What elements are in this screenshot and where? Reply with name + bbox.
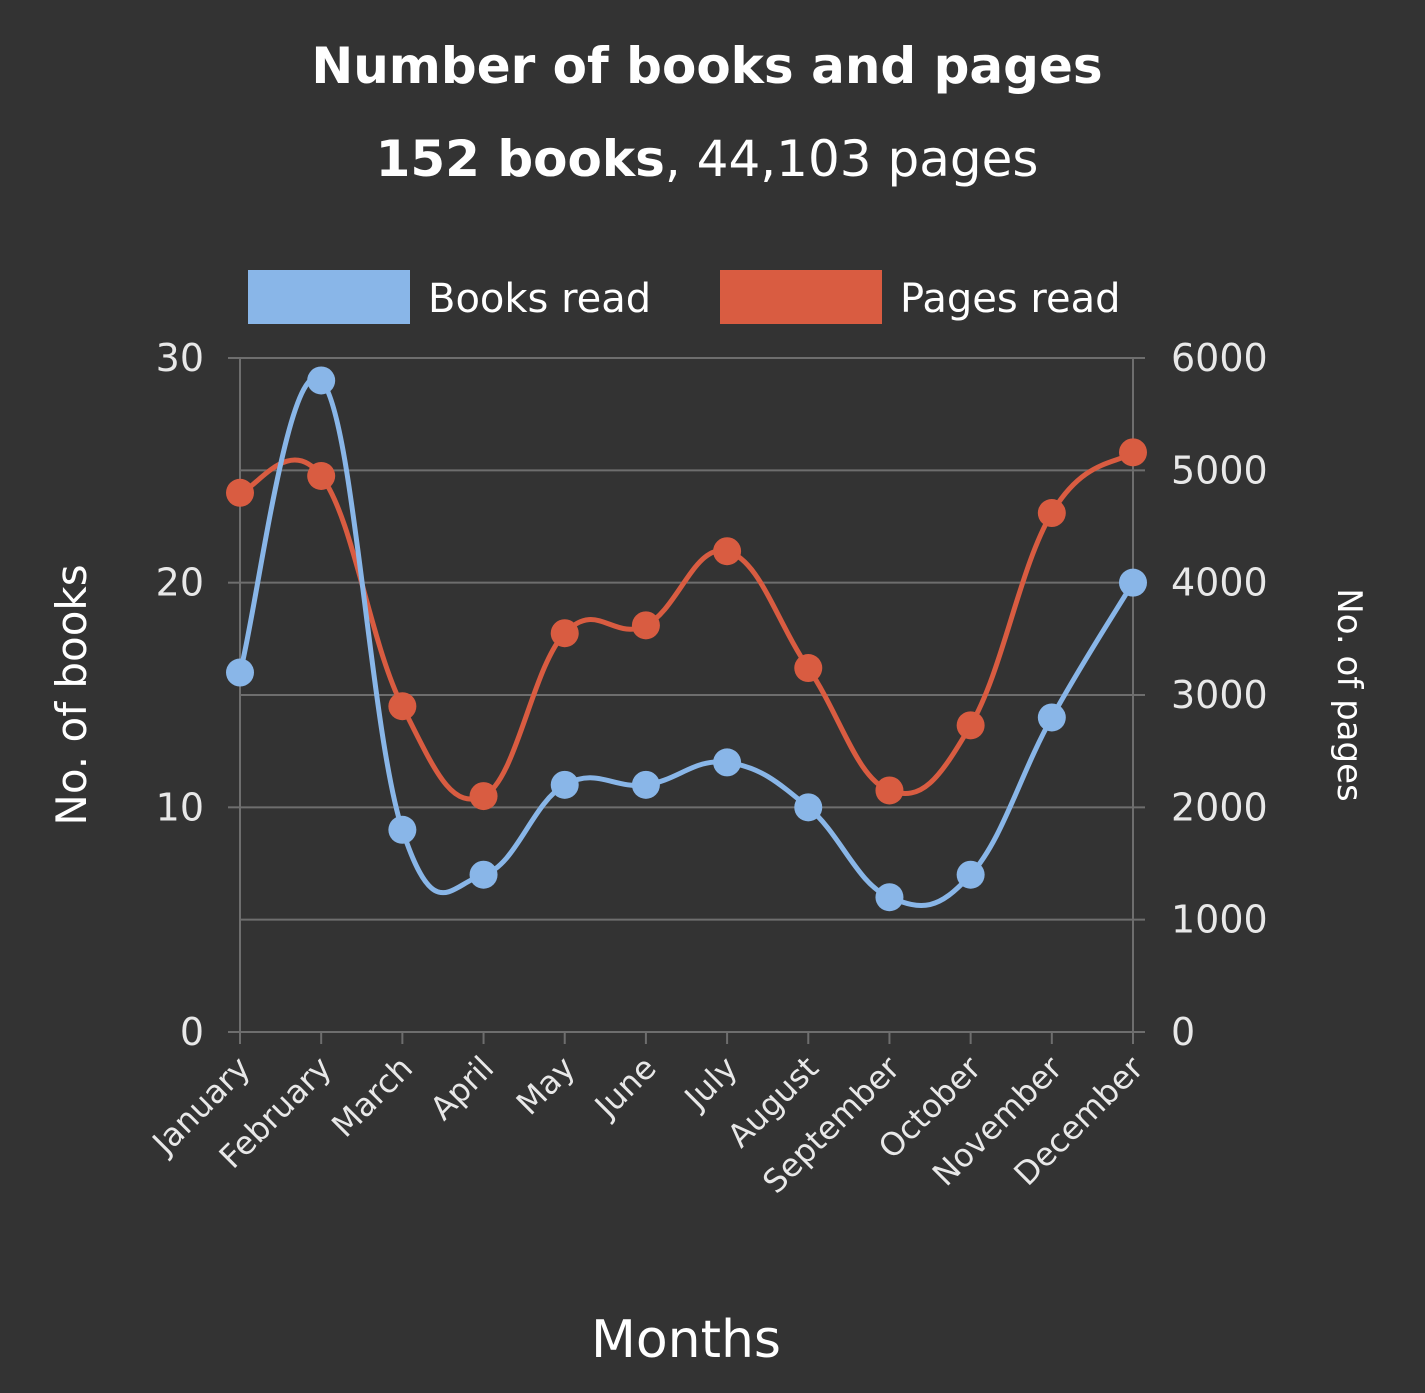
data-point-books-read bbox=[1037, 703, 1066, 732]
y2-axis-title: No. of pages bbox=[1329, 588, 1369, 801]
x-tick-label: June bbox=[586, 1049, 664, 1127]
chart-title: Number of books and pages bbox=[311, 37, 1102, 95]
data-point-books-read bbox=[1119, 568, 1147, 597]
x-tick-label: April bbox=[423, 1049, 502, 1128]
data-point-pages-read bbox=[631, 611, 660, 640]
y2-tick-label: 3000 bbox=[1171, 673, 1268, 717]
series-books-read bbox=[226, 366, 1147, 912]
legend-label-pages-read: Pages read bbox=[900, 276, 1120, 322]
y2-tick-label: 1000 bbox=[1171, 898, 1268, 942]
data-point-books-read bbox=[956, 860, 985, 889]
series-layer bbox=[226, 366, 1147, 912]
data-point-books-read bbox=[875, 883, 904, 912]
data-point-books-read bbox=[794, 793, 823, 822]
data-point-pages-read bbox=[226, 478, 254, 507]
data-point-books-read bbox=[388, 815, 417, 844]
data-point-books-read bbox=[226, 658, 254, 687]
data-point-pages-read bbox=[1037, 499, 1066, 528]
y-tick-label: 30 bbox=[156, 336, 204, 380]
x-tick-label: March bbox=[324, 1049, 420, 1145]
subtitle-pages: , 44,103 pages bbox=[665, 130, 1039, 188]
y2-tick-label: 6000 bbox=[1171, 336, 1268, 380]
legend-swatch-books-read bbox=[248, 270, 410, 324]
x-tick-label: May bbox=[509, 1049, 583, 1123]
data-point-pages-read bbox=[307, 461, 336, 490]
data-point-pages-read bbox=[794, 654, 823, 683]
subtitle-books: 152 books bbox=[376, 130, 665, 188]
x-tick-label: July bbox=[676, 1049, 745, 1118]
data-point-pages-read bbox=[1119, 438, 1147, 467]
y-axis-title: No. of books bbox=[47, 564, 96, 825]
series-pages-read bbox=[226, 438, 1147, 811]
y-tick-label: 20 bbox=[156, 561, 204, 605]
y2-tick-label: 0 bbox=[1171, 1010, 1195, 1054]
legend: Books read Pages read bbox=[248, 270, 1120, 324]
data-point-books-read bbox=[550, 770, 579, 799]
y2-tick-label: 5000 bbox=[1171, 448, 1268, 492]
data-point-pages-read bbox=[388, 692, 417, 721]
legend-swatch-pages-read bbox=[720, 270, 882, 324]
data-point-pages-read bbox=[713, 537, 742, 566]
data-point-books-read bbox=[631, 770, 660, 799]
data-point-books-read bbox=[713, 748, 742, 777]
y2-tick-label: 4000 bbox=[1171, 561, 1268, 605]
data-point-pages-read bbox=[956, 711, 985, 740]
data-point-pages-read bbox=[875, 776, 904, 805]
y-tick-label: 10 bbox=[156, 785, 204, 829]
x-axis-title: Months bbox=[591, 1310, 781, 1370]
data-point-books-read bbox=[307, 366, 336, 395]
y2-tick-label: 2000 bbox=[1171, 785, 1268, 829]
series-line-books-read bbox=[237, 375, 1136, 908]
legend-label-books-read: Books read bbox=[428, 276, 651, 322]
series-line-pages-read bbox=[239, 450, 1135, 802]
data-point-books-read bbox=[469, 860, 498, 889]
grid bbox=[240, 357, 1145, 1033]
data-point-pages-read bbox=[550, 619, 579, 648]
data-point-pages-read bbox=[469, 782, 498, 811]
y-tick-label: 0 bbox=[180, 1010, 204, 1054]
chart-subtitle: 152 books, 44,103 pages bbox=[376, 130, 1039, 188]
